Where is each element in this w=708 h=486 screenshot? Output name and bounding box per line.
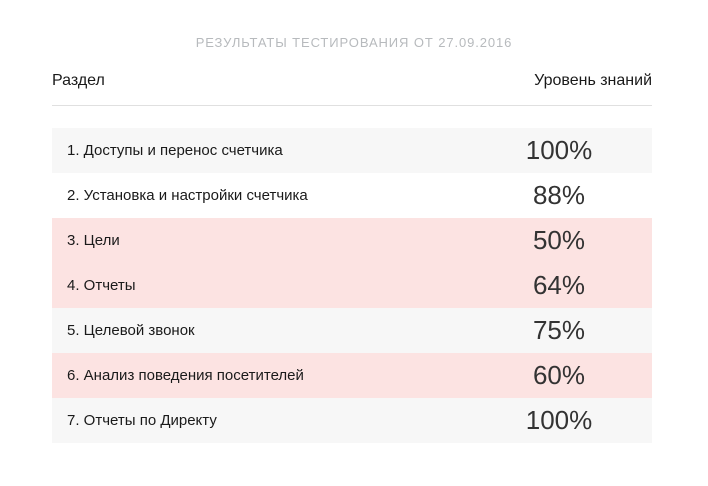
section-label: 3. Цели [67, 232, 120, 249]
table-row: 7. Отчеты по Директу 100% [52, 398, 652, 443]
table-body: 1. Доступы и перенос счетчика 100% 2. Ус… [52, 128, 652, 443]
score-value: 75% [532, 315, 586, 345]
section-label: 4. Отчеты [67, 277, 136, 294]
table-row: 4. Отчеты 64% [52, 263, 652, 308]
section-label: 7. Отчеты по Директу [67, 412, 217, 429]
score-value: 100% [525, 405, 593, 435]
section-label: 6. Анализ поведения посетителей [67, 367, 304, 384]
table-row: 3. Цели 50% [52, 218, 652, 263]
table-header: Раздел Уровень знаний [52, 72, 652, 106]
section-label: 5. Целевой звонок [67, 322, 195, 339]
table-row: 2. Установка и настройки счетчика 88% [52, 173, 652, 218]
score-value: 88% [532, 180, 586, 210]
table-row: 1. Доступы и перенос счетчика 100% [52, 128, 652, 173]
table-row: 5. Целевой звонок 75% [52, 308, 652, 353]
column-header-section: Раздел [52, 72, 105, 89]
score-value: 50% [532, 225, 586, 255]
score-value: 64% [532, 270, 586, 300]
table-row: 6. Анализ поведения посетителей 60% [52, 353, 652, 398]
section-label: 1. Доступы и перенос счетчика [67, 142, 283, 159]
page-title: РЕЗУЛЬТАТЫ ТЕСТИРОВАНИЯ ОТ 27.09.2016 [195, 35, 513, 50]
score-value: 100% [525, 135, 593, 165]
column-header-knowledge-level: Уровень знаний [534, 72, 652, 89]
section-label: 2. Установка и настройки счетчика [67, 187, 308, 204]
score-value: 60% [532, 360, 586, 390]
results-table: Раздел Уровень знаний 1. Доступы и перен… [52, 72, 652, 443]
